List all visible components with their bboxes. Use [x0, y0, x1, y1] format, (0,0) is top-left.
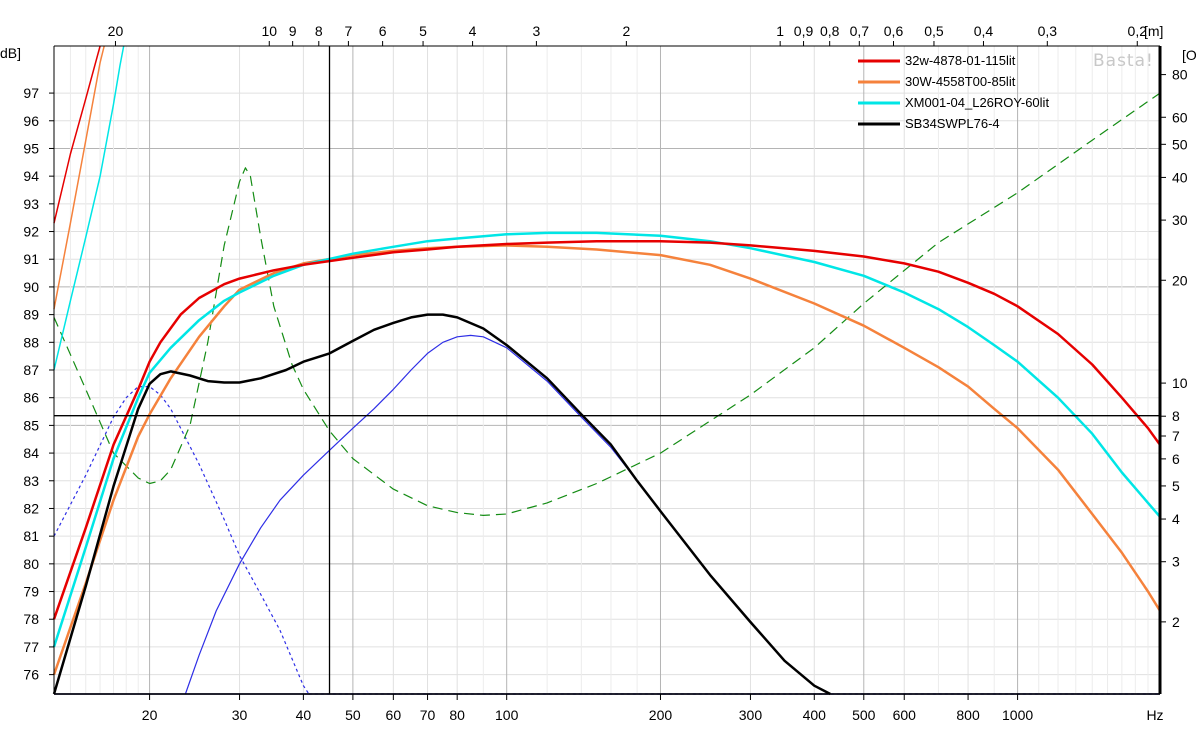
y-tick-label: 95 [23, 140, 39, 156]
x-tick-label: 20 [142, 707, 158, 723]
top-tick-label: 7 [345, 23, 353, 39]
y-tick-label: 77 [23, 639, 39, 655]
y2-tick-label: 60 [1172, 109, 1188, 125]
series-curve [52, 313, 831, 696]
y-tick-label: 76 [23, 667, 39, 683]
y-tick-label: 96 [23, 113, 39, 129]
x-tick-label: 50 [345, 707, 361, 723]
y-tick-label: 97 [23, 85, 39, 101]
legend-label: 30W-4558T00-85lit [905, 74, 1016, 89]
aux-curve [53, 386, 310, 695]
x-axis-label: Hz [1146, 707, 1163, 723]
x-tick-label: 400 [803, 707, 827, 723]
top-tick-label: 0,3 [1038, 23, 1058, 39]
y2-tick-label: 30 [1172, 212, 1188, 228]
series-curve-upper [53, 45, 105, 310]
y-tick-label: 92 [23, 224, 39, 240]
y-tick-label: 89 [23, 307, 39, 323]
series-curve-upper [53, 45, 101, 224]
y2-tick-label: 4 [1172, 511, 1180, 527]
y-tick-label: 82 [23, 500, 39, 516]
x-tick-label: 200 [649, 707, 673, 723]
y-tick-label: 85 [23, 417, 39, 433]
x-tick-label: 40 [296, 707, 312, 723]
x-tick-label: 300 [739, 707, 763, 723]
legend-label: SB34SWPL76-4 [905, 116, 1000, 131]
legend-label: 32w-4878-01-115lit [905, 53, 1016, 68]
y-tick-label: 79 [23, 584, 39, 600]
y-tick-label: 88 [23, 334, 39, 350]
y-tick-label: 83 [23, 473, 39, 489]
top-tick-label: 8 [315, 23, 323, 39]
top-tick-label: 0,7 [850, 23, 870, 39]
y2-tick-label: 7 [1172, 428, 1180, 444]
top-tick-label: 0,8 [820, 23, 840, 39]
x-tick-label: 600 [893, 707, 917, 723]
watermark: Basta! [1093, 51, 1154, 71]
top-tick-label: 0,4 [974, 23, 994, 39]
x-tick-label: 1000 [1002, 707, 1033, 723]
top-tick-label: 0,5 [924, 23, 944, 39]
top-axis-unit: [m] [1144, 23, 1163, 39]
y2-tick-label: 20 [1172, 272, 1188, 288]
x-tick-label: 70 [420, 707, 436, 723]
top-tick-label: 0,9 [794, 23, 814, 39]
y2-tick-label: 5 [1172, 478, 1180, 494]
top-tick-label: 5 [419, 23, 427, 39]
top-tick-label: 4 [469, 23, 477, 39]
top-tick-label: 1 [776, 23, 784, 39]
axes [49, 41, 1166, 700]
y2-tick-label: 40 [1172, 169, 1188, 185]
y-tick-label: 93 [23, 196, 39, 212]
y-tick-label: 94 [23, 168, 39, 184]
legend: 32w-4878-01-115lit 30W-4558T00-85lit XM001… [858, 53, 1049, 131]
y-tick-label: 81 [23, 528, 39, 544]
x-tick-label: 800 [956, 707, 980, 723]
x-tick-label: 60 [386, 707, 402, 723]
y2-axis-label: [O [1182, 47, 1196, 63]
top-tick-label: 0,6 [884, 23, 904, 39]
x-tick-label: 80 [449, 707, 465, 723]
y-tick-label: 86 [23, 390, 39, 406]
top-tick-label: 9 [289, 23, 297, 39]
x-tick-label: 500 [852, 707, 876, 723]
x-tick-label: 100 [495, 707, 519, 723]
grid [54, 46, 1160, 694]
y2-tick-label: 10 [1172, 375, 1188, 391]
y-tick-label: 90 [23, 279, 39, 295]
y2-tick-label: 50 [1172, 136, 1188, 152]
x-tick-label: 30 [232, 707, 248, 723]
y-tick-label: 80 [23, 556, 39, 572]
y2-tick-label: 3 [1172, 554, 1180, 570]
y2-tick-label: 80 [1172, 67, 1188, 83]
top-tick-label: 0,2 [1128, 23, 1148, 39]
series-curve [52, 239, 1162, 620]
series-curve-upper [53, 45, 125, 371]
top-tick-label: 20 [108, 23, 124, 39]
aux-curve [53, 92, 1161, 517]
legend-label: XM001-04_L26ROY-60lit [905, 95, 1049, 110]
y2-tick-label: 8 [1172, 408, 1180, 424]
series-curve [52, 231, 1161, 648]
series-curve [52, 244, 1162, 676]
top-tick-label: 2 [622, 23, 630, 39]
top-tick-label: 6 [379, 23, 387, 39]
y-tick-label: 84 [23, 445, 39, 461]
y-axis-label: dB] [0, 45, 21, 61]
tick-labels: 7677787980818283848586878889909192939495… [0, 23, 1196, 723]
y-tick-label: 78 [23, 611, 39, 627]
y-tick-label: 87 [23, 362, 39, 378]
y2-tick-label: 6 [1172, 451, 1180, 467]
y2-tick-label: 2 [1172, 614, 1180, 630]
y-tick-label: 91 [23, 251, 39, 267]
top-tick-label: 3 [533, 23, 541, 39]
top-tick-label: 10 [261, 23, 277, 39]
